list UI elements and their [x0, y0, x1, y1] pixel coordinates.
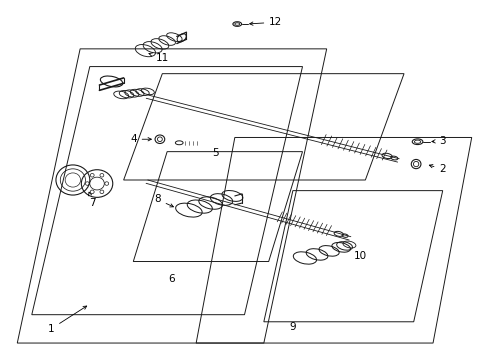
Text: 8: 8	[154, 194, 173, 207]
Text: 9: 9	[289, 322, 296, 332]
Text: 4: 4	[130, 134, 151, 144]
Text: 1: 1	[48, 306, 86, 334]
Text: 2: 2	[428, 165, 445, 174]
Text: 11: 11	[149, 53, 168, 63]
Text: 3: 3	[431, 136, 445, 146]
Text: 10: 10	[353, 251, 366, 261]
Text: 5: 5	[212, 148, 218, 158]
Text: 7: 7	[88, 192, 95, 208]
Text: 12: 12	[249, 17, 282, 27]
Text: 6: 6	[168, 274, 175, 284]
